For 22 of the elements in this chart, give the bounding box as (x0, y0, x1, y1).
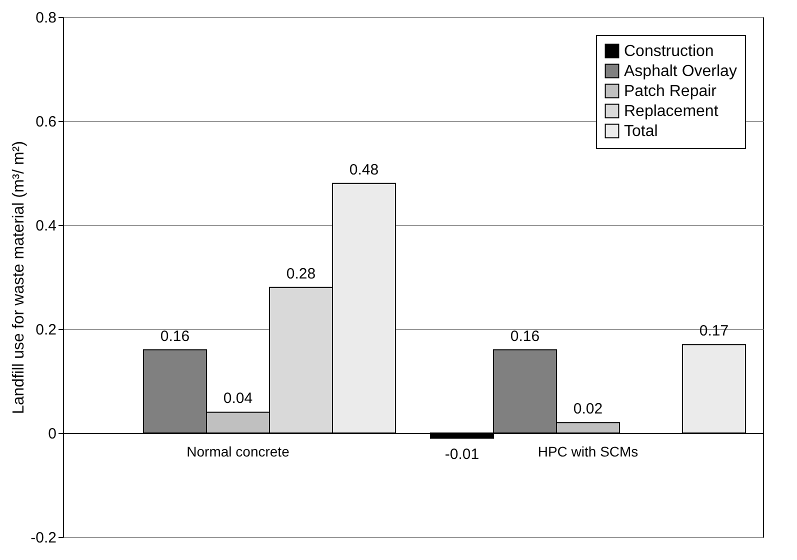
x-tick-label: HPC with SCMs (538, 444, 638, 460)
y-axis-title: Landfill use for waste material (m³/ m²) (10, 141, 28, 414)
data-label: 0.02 (573, 400, 603, 418)
x-tick-label: Normal concrete (186, 444, 290, 460)
data-label: 0.16 (510, 328, 540, 345)
data-label: 0.28 (286, 265, 316, 282)
legend-label: Total (624, 123, 658, 140)
data-label: 0.04 (223, 390, 253, 408)
y-tick-label: 0.2 (36, 322, 56, 338)
legend-label: Replacement (624, 103, 719, 120)
legend-label: Asphalt Overlay (624, 63, 737, 80)
y-tick-label: 0.8 (36, 10, 56, 26)
y-tick-label: 0.4 (36, 218, 56, 234)
data-label: 0.17 (699, 322, 729, 340)
data-label: 0.16 (160, 328, 190, 345)
y-tick-label: -0.2 (30, 530, 56, 546)
legend-label: Patch Repair (624, 83, 718, 100)
y-tick-label: 0 (48, 426, 56, 442)
data-label: 0.48 (349, 161, 379, 178)
legend-label: Construction (624, 43, 714, 60)
y-tick-label: 0.6 (36, 114, 56, 130)
data-label: -0.01 (444, 446, 480, 464)
